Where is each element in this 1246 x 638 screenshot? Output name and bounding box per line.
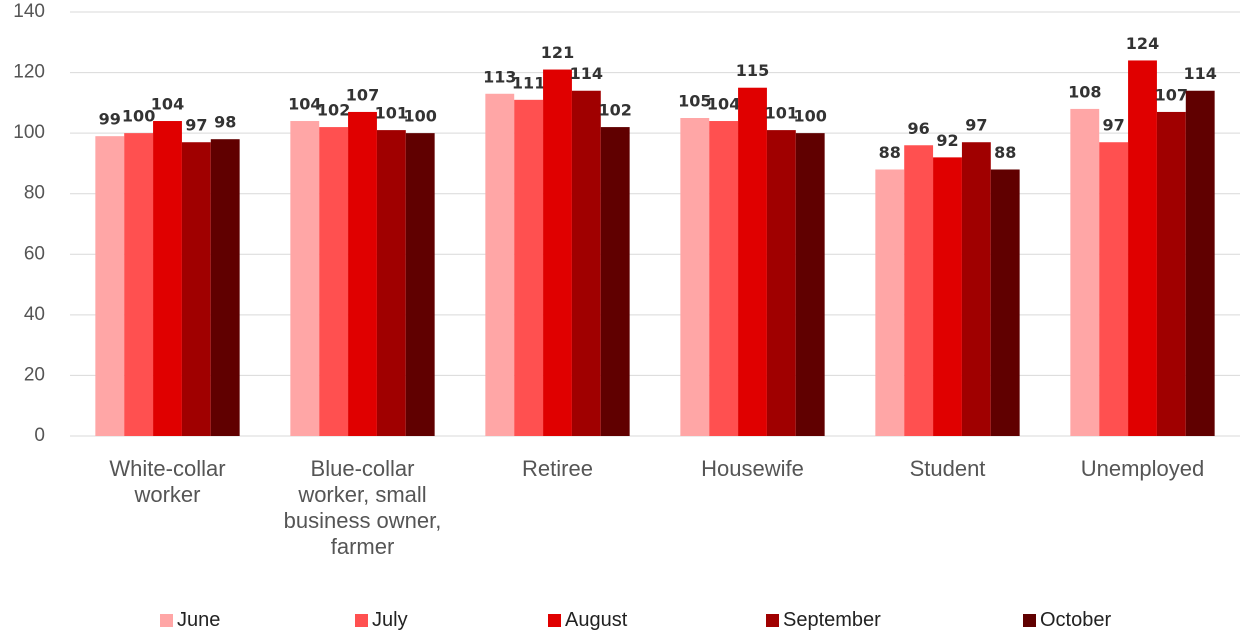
data-label: 97 [1103,116,1125,135]
bar [709,121,739,437]
bar [680,118,710,436]
bar [1070,108,1100,437]
y-tick-label: 0 [34,425,45,446]
data-label: 102 [317,101,350,120]
bar [766,130,796,436]
bar [376,130,406,436]
data-label: 101 [765,104,798,123]
bar [514,99,544,436]
data-label: 96 [908,119,930,138]
bar [485,93,515,437]
bar [348,111,377,436]
data-label: 99 [99,110,121,129]
bar [124,133,154,436]
data-label: 111 [512,73,545,92]
bar [571,90,601,436]
data-label: 104 [151,95,184,114]
legend-swatch [1023,614,1036,627]
bar [961,142,991,436]
data-label: 92 [936,131,958,150]
x-tick-label: Blue-collar worker, small business owner… [283,456,442,559]
x-tick-label: Student [909,456,986,481]
x-tick-label: Unemployed [1080,456,1205,481]
y-tick-label: 100 [13,122,45,143]
bar [738,87,767,436]
bar [600,127,630,436]
data-label: 107 [1155,85,1188,104]
data-label: 124 [1126,34,1159,53]
y-tick-label: 40 [24,304,45,325]
bar [1128,60,1157,436]
data-label: 114 [570,64,603,83]
data-label: 101 [375,104,408,123]
legend-swatch [766,614,779,627]
data-label: 113 [483,67,516,86]
bar [1099,142,1129,436]
bar [153,121,182,437]
bar [875,169,905,436]
y-tick-label: 60 [24,243,45,264]
legend-item: August [548,609,627,632]
data-label: 115 [736,61,769,80]
bar [405,133,435,436]
legend-swatch [160,614,173,627]
bar [1156,111,1186,436]
data-label: 121 [541,43,574,62]
data-label: 100 [404,107,437,126]
data-label: 104 [288,95,321,114]
x-tick-label: Housewife [701,456,804,481]
bar [990,169,1020,436]
legend-item: July [355,609,408,632]
bar [319,127,349,436]
data-label: 97 [185,116,207,135]
x-tick-label: Retiree [522,456,593,481]
legend-swatch [355,614,368,627]
legend-label: October [1040,609,1112,631]
bar [290,121,320,437]
bar [904,145,934,436]
data-label: 114 [1184,64,1217,83]
y-tick-label: 20 [24,364,45,385]
bar [95,136,125,436]
data-label: 98 [214,113,236,132]
legend-item: June [160,609,220,632]
y-tick-label: 120 [13,62,45,83]
data-label: 102 [599,101,632,120]
data-label: 100 [122,107,155,126]
bar [210,139,240,436]
legend-item: September [766,609,881,632]
legend-label: June [177,609,221,631]
bar [795,133,825,436]
bar [543,69,572,437]
legend-item: October [1023,609,1111,632]
bar [1185,90,1215,436]
legend-label: July [372,609,408,631]
data-label: 105 [678,92,711,111]
data-label: 88 [994,143,1016,162]
bar [933,157,962,436]
bar [181,142,211,436]
data-label: 107 [346,85,379,104]
legend-swatch [548,614,561,627]
data-label: 97 [965,116,987,135]
data-label: 104 [707,95,740,114]
data-label: 100 [794,107,827,126]
y-tick-label: 80 [24,183,45,204]
x-tick-label: White-collar worker [109,456,226,507]
data-label: 88 [879,143,901,162]
legend-label: August [565,609,628,631]
legend-label: September [783,609,881,631]
data-label: 108 [1068,82,1101,101]
y-tick-label: 140 [13,1,45,22]
